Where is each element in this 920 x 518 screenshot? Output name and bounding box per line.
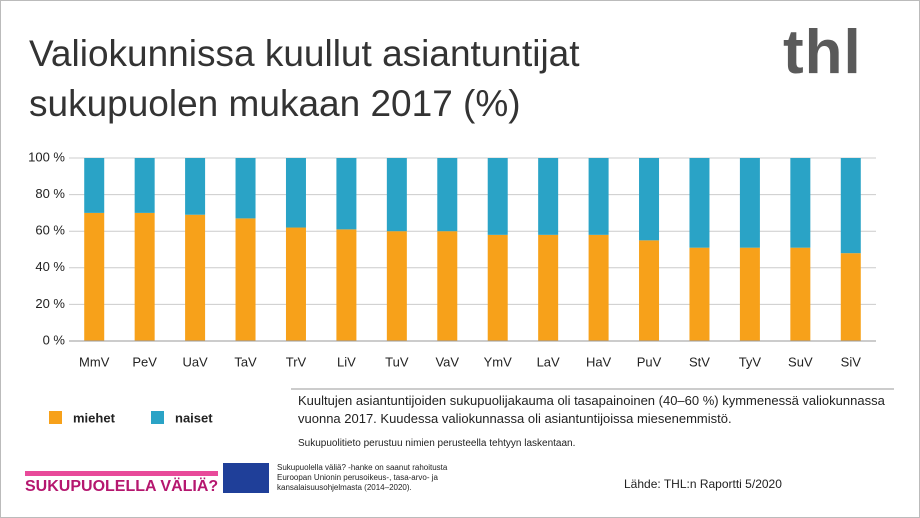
bar-segment xyxy=(689,158,710,248)
y-tick-label: 20 % xyxy=(35,296,65,311)
x-tick-label: TuV xyxy=(385,354,409,369)
source: Lähde: THL:n Raportti 5/2020 xyxy=(624,477,782,491)
bar-segment xyxy=(739,158,760,248)
x-tick-label: UaV xyxy=(182,354,208,369)
x-tick-label: HaV xyxy=(586,354,612,369)
x-tick-label: PuV xyxy=(637,354,662,369)
legend-swatch xyxy=(151,411,164,424)
logo: thl xyxy=(783,18,862,87)
chart-title: Valiokunnissa kuullut asiantuntijat suku… xyxy=(29,33,580,124)
bar-segment xyxy=(639,158,660,241)
x-tick-label: YmV xyxy=(484,354,513,369)
x-tick-label: VaV xyxy=(435,354,459,369)
x-tick-label: LiV xyxy=(337,354,356,369)
bar-segment xyxy=(84,212,105,341)
bar-segment xyxy=(437,158,458,232)
x-tick-label: TyV xyxy=(739,354,762,369)
x-tick-label: StV xyxy=(689,354,710,369)
eu-text: Sukupuolella väliä? -hanke on saanut rah… xyxy=(277,463,448,492)
bar-segment xyxy=(84,158,105,213)
x-tick-label: LaV xyxy=(537,354,560,369)
x-tick-label: SiV xyxy=(841,354,862,369)
bar-segment xyxy=(487,234,508,341)
bar-segment xyxy=(285,158,306,228)
bar-segment xyxy=(285,227,306,341)
y-tick-label: 80 % xyxy=(35,186,65,201)
bar-segment xyxy=(588,158,609,235)
bar-segment xyxy=(336,229,357,341)
eu-flag xyxy=(223,463,269,493)
footnote: Sukupuolitieto perustuu nimien perusteel… xyxy=(298,438,576,449)
bar-segment xyxy=(235,158,256,219)
bar-segment xyxy=(235,218,256,341)
bar-segment xyxy=(437,231,458,341)
x-tick-label: MmV xyxy=(79,354,110,369)
bar-segment xyxy=(790,247,811,341)
x-tick-label: PeV xyxy=(132,354,157,369)
bar-segment xyxy=(840,253,861,341)
y-tick-label: 0 % xyxy=(43,332,66,347)
bar-segment xyxy=(336,158,357,230)
bar-segment xyxy=(386,231,407,341)
bar-segment xyxy=(588,234,609,341)
legend-swatch xyxy=(49,411,62,424)
bar-segment xyxy=(134,158,155,213)
y-tick-label: 60 % xyxy=(35,223,65,238)
bar-segment xyxy=(386,158,407,232)
bar-segment xyxy=(538,234,559,341)
y-tick-label: 100 % xyxy=(28,149,65,164)
legend-label: naiset xyxy=(175,410,213,425)
bar-segment xyxy=(689,247,710,341)
note: Kuultujen asiantuntijoiden sukupuolijaka… xyxy=(298,393,885,426)
bar-segment xyxy=(185,158,206,215)
bar-segment xyxy=(134,212,155,341)
bar-segment xyxy=(185,214,206,341)
y-tick-label: 40 % xyxy=(35,259,65,274)
x-tick-label: SuV xyxy=(788,354,813,369)
bar-segment xyxy=(487,158,508,235)
project-logo: SUKUPUOLELLA VÄLIÄ? xyxy=(25,471,219,496)
bar-segment xyxy=(639,240,660,341)
bar-segment xyxy=(840,158,861,254)
x-tick-label: TrV xyxy=(286,354,307,369)
x-tick-label: TaV xyxy=(234,354,257,369)
bar-segment xyxy=(790,158,811,248)
legend-label: miehet xyxy=(73,410,116,425)
bar-segment xyxy=(538,158,559,235)
bar-segment xyxy=(739,247,760,341)
